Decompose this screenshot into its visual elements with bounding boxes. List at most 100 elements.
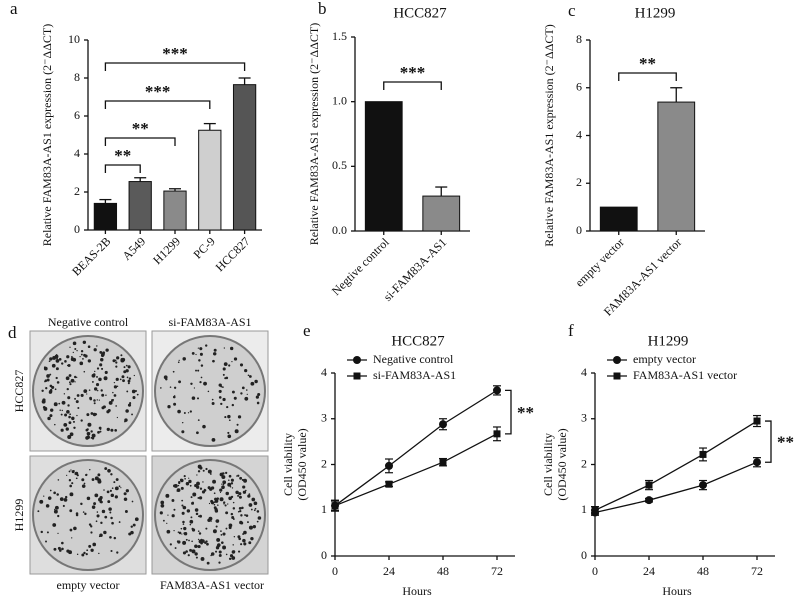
colony	[196, 397, 200, 400]
colony	[54, 508, 56, 510]
colony	[240, 392, 243, 395]
colony	[187, 554, 190, 557]
colony	[120, 358, 125, 363]
colony	[110, 516, 113, 520]
colony	[109, 489, 112, 492]
colony	[105, 348, 109, 352]
colony	[178, 480, 181, 484]
colony	[177, 484, 180, 487]
colony	[94, 387, 98, 391]
colony	[228, 479, 230, 481]
colony	[49, 489, 52, 492]
colony	[246, 393, 248, 396]
x-tick-label: empty vector	[572, 235, 626, 289]
colony	[236, 475, 238, 477]
x-tick-label: 72	[491, 564, 503, 578]
colony	[86, 549, 89, 552]
colony	[73, 426, 76, 429]
colony	[90, 412, 94, 415]
legend-marker	[613, 372, 621, 380]
panel-letter: c	[568, 1, 576, 20]
colony	[96, 511, 99, 513]
colony	[40, 530, 43, 534]
colony	[55, 376, 58, 380]
colony	[166, 522, 168, 525]
significance-label: **	[639, 54, 656, 73]
colony	[190, 496, 193, 499]
colony	[239, 510, 242, 513]
y-tick-label: 0	[74, 222, 80, 236]
colony	[126, 390, 129, 393]
colony	[76, 414, 78, 417]
y-tick-label: 2	[581, 456, 587, 470]
colony	[69, 484, 72, 488]
colony	[228, 557, 232, 561]
colony	[229, 554, 234, 558]
colony	[243, 478, 248, 483]
colony	[238, 506, 242, 510]
colony	[62, 504, 65, 507]
colony	[70, 469, 72, 471]
colony	[91, 433, 96, 438]
colony	[206, 561, 210, 565]
colony	[228, 523, 233, 528]
colony	[89, 469, 91, 471]
colony	[71, 537, 73, 539]
series-line	[594, 461, 758, 514]
significance-label: **	[517, 403, 534, 422]
colony	[81, 484, 86, 488]
colony	[75, 477, 78, 480]
colony	[257, 516, 262, 520]
colony	[222, 545, 227, 550]
colony	[115, 377, 119, 381]
colony	[203, 488, 207, 492]
colony	[90, 430, 93, 433]
colony	[114, 359, 117, 362]
x-tick-label: 72	[751, 564, 763, 578]
colony	[242, 538, 246, 543]
legend-marker	[353, 356, 361, 364]
significance-bracket	[383, 81, 442, 90]
colony	[196, 431, 199, 435]
colony	[93, 402, 96, 405]
colony	[104, 515, 108, 519]
point	[645, 481, 653, 489]
colony	[238, 495, 242, 499]
colony	[183, 526, 187, 531]
colony	[94, 413, 98, 416]
colony	[87, 345, 91, 349]
colony	[114, 486, 119, 491]
colony	[183, 475, 186, 478]
colony	[180, 486, 184, 490]
column-label: Negative control	[48, 315, 129, 329]
colony	[191, 549, 196, 554]
colony	[178, 359, 180, 361]
plate	[154, 335, 266, 447]
bar	[364, 101, 403, 232]
colony	[98, 399, 100, 401]
colony	[169, 386, 172, 388]
colony	[64, 495, 68, 499]
colony	[91, 505, 96, 509]
colony	[103, 377, 106, 380]
colony	[172, 395, 176, 399]
colony	[103, 530, 107, 535]
colony	[65, 376, 70, 381]
colony	[125, 369, 129, 373]
colony	[233, 535, 236, 538]
y-tick-label: 0	[576, 223, 582, 237]
colony	[74, 471, 79, 476]
colony	[216, 497, 219, 500]
colony	[70, 357, 75, 362]
colony	[50, 408, 54, 412]
colony	[110, 493, 115, 498]
colony	[115, 478, 119, 482]
colony	[251, 497, 256, 502]
x-tick-label: HCC827	[213, 234, 253, 274]
y-axis-label: (OD450 value)	[555, 428, 569, 500]
colony	[46, 531, 49, 534]
plate	[154, 459, 266, 571]
colony	[224, 504, 227, 507]
panel-letter: e	[303, 321, 311, 340]
colony	[70, 378, 75, 383]
